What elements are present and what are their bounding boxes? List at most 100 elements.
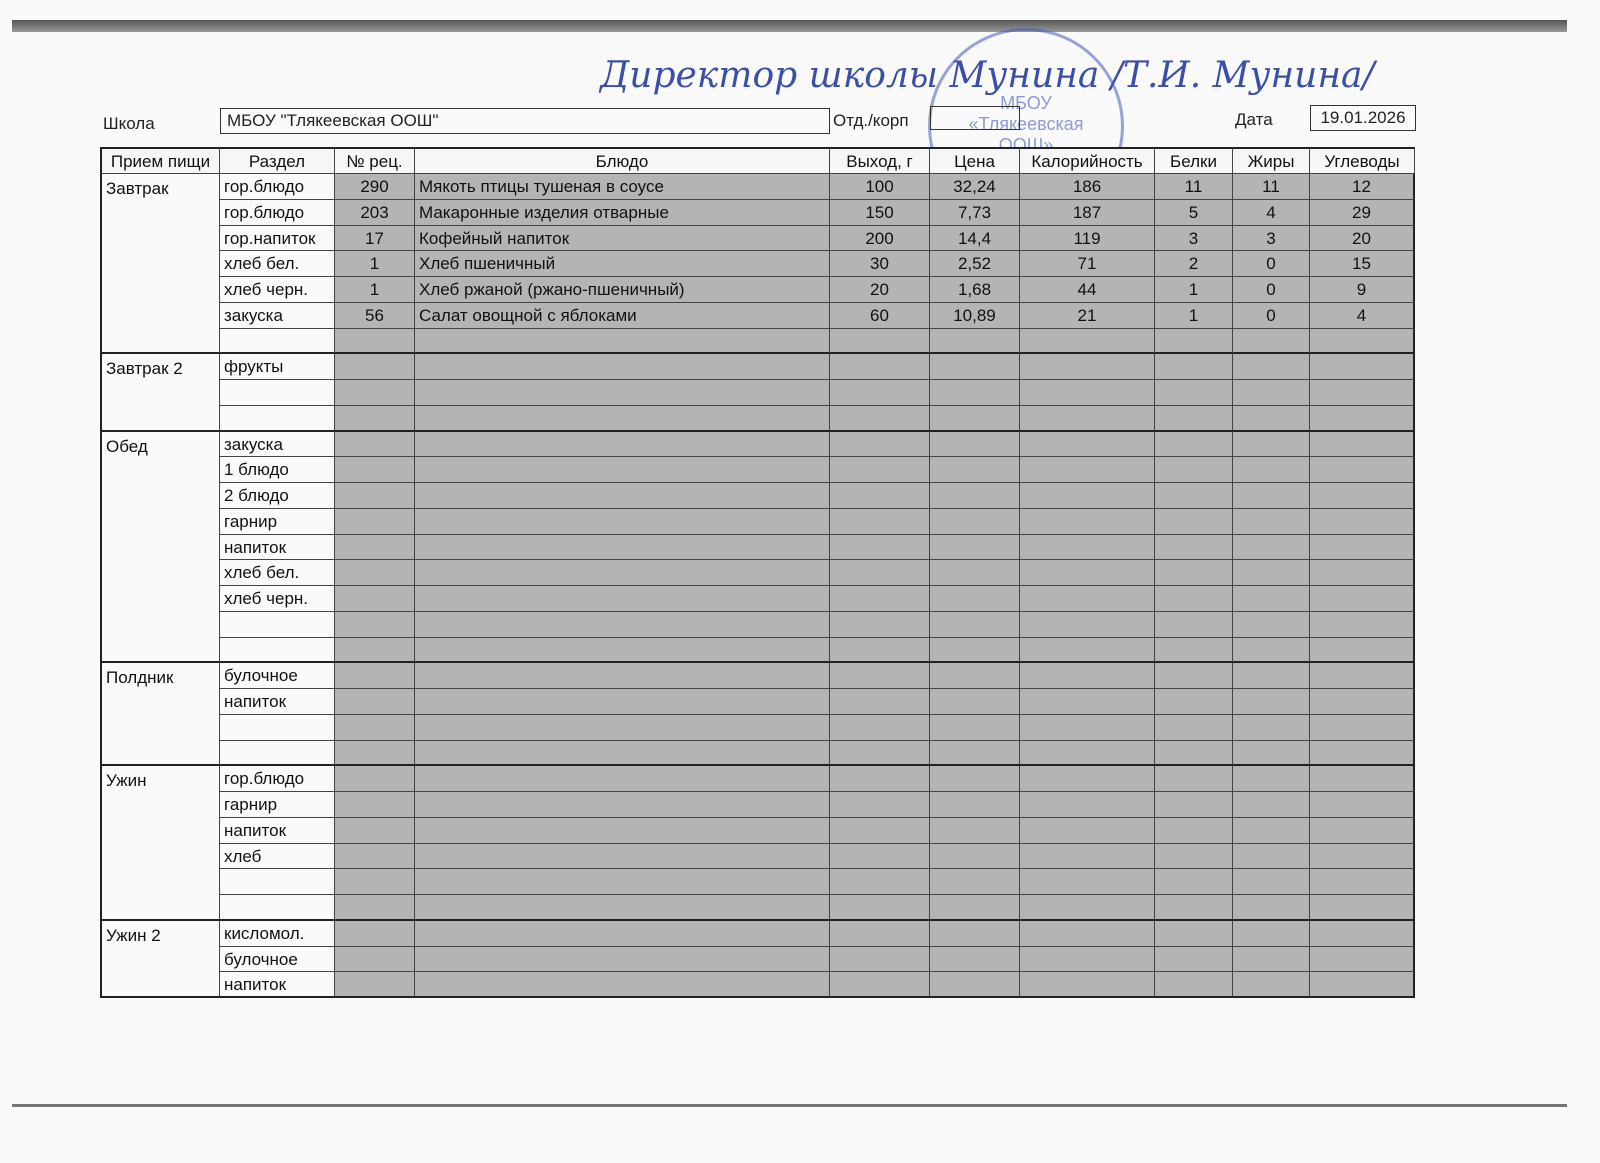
date-label: Дата	[1235, 110, 1273, 129]
table-cell	[1155, 895, 1233, 921]
section-name: 1 блюдо	[220, 457, 335, 483]
meal-name: Завтрак	[100, 174, 220, 355]
section-name	[220, 895, 335, 921]
table-cell	[1310, 869, 1415, 895]
table-cell	[335, 689, 415, 715]
table-cell	[1233, 354, 1310, 380]
table-cell	[415, 766, 830, 792]
section-name: хлеб	[220, 843, 335, 870]
table-cell	[930, 689, 1020, 715]
table-cell	[1310, 483, 1415, 509]
table-cell: 0	[1233, 277, 1310, 303]
table-cell	[1310, 946, 1415, 973]
table-cell	[1233, 792, 1310, 818]
table-cell	[1233, 972, 1310, 998]
table-cell	[1020, 946, 1155, 973]
meal-name: Ужин	[100, 766, 220, 921]
table-cell: 30	[830, 251, 930, 277]
school-label: Школа	[103, 114, 155, 133]
table-cell	[1020, 328, 1155, 355]
table-cell: 1	[335, 251, 415, 277]
table-cell	[1155, 611, 1233, 638]
table-cell	[1310, 740, 1415, 767]
table-cell	[335, 663, 415, 689]
section-name: булочное	[220, 663, 335, 689]
section-name: гарнир	[220, 792, 335, 818]
table-cell	[1155, 354, 1233, 380]
table-cell	[415, 792, 830, 818]
table-cell	[930, 457, 1020, 483]
table-cell	[830, 380, 930, 406]
table-cell: 17	[335, 225, 415, 252]
section-name	[220, 405, 335, 432]
table-cell	[830, 354, 930, 380]
table-cell	[415, 895, 830, 921]
table-cell	[830, 663, 930, 689]
table-cell	[1155, 972, 1233, 998]
table-cell	[830, 895, 930, 921]
table-cell	[930, 508, 1020, 535]
meal-name: Завтрак 2	[100, 354, 220, 432]
table-cell: 14,4	[930, 225, 1020, 252]
table-cell	[1155, 586, 1233, 612]
table-cell	[335, 508, 415, 535]
table-cell	[1233, 714, 1310, 741]
table-cell	[415, 457, 830, 483]
table-cell	[1020, 663, 1155, 689]
section-name	[220, 714, 335, 741]
table-cell	[1233, 740, 1310, 767]
table-cell: 11	[1233, 174, 1310, 200]
table-cell: Кофейный напиток	[415, 225, 830, 252]
table-cell: 290	[335, 174, 415, 200]
table-cell	[335, 328, 415, 355]
school-name: МБОУ "Тлякеевская ООШ"	[220, 108, 830, 134]
table-cell	[1233, 637, 1310, 664]
table-cell	[415, 869, 830, 895]
table-cell	[1020, 817, 1155, 844]
table-cell	[1020, 766, 1155, 792]
table-cell	[930, 766, 1020, 792]
section-name: кисломол.	[220, 920, 335, 947]
section-name: 2 блюдо	[220, 483, 335, 509]
dept-box	[930, 106, 1020, 130]
table-cell	[1155, 457, 1233, 483]
table-cell	[335, 380, 415, 406]
table-cell	[1233, 920, 1310, 947]
table-cell	[335, 637, 415, 664]
table-cell	[415, 637, 830, 664]
column-header: Цена	[930, 147, 1020, 174]
section-name: гарнир	[220, 508, 335, 535]
table-cell	[335, 895, 415, 921]
table-cell	[335, 354, 415, 380]
table-cell	[1155, 431, 1233, 458]
table-cell: 1	[1155, 302, 1233, 329]
table-cell	[415, 843, 830, 870]
table-cell	[335, 457, 415, 483]
table-cell	[415, 689, 830, 715]
table-cell	[930, 534, 1020, 561]
table-cell	[1020, 895, 1155, 921]
table-cell	[1233, 817, 1310, 844]
table-cell	[1020, 405, 1155, 432]
table-cell	[1233, 431, 1310, 458]
stamp-line: МБОУ	[1000, 93, 1052, 113]
table-cell	[335, 714, 415, 741]
table-cell	[1155, 843, 1233, 870]
column-header: Белки	[1155, 147, 1233, 174]
table-cell: 4	[1233, 199, 1310, 226]
table-cell: 1	[1155, 277, 1233, 303]
table-cell	[1155, 792, 1233, 818]
table-cell	[1020, 637, 1155, 664]
table-cell	[335, 972, 415, 998]
table-cell	[1020, 843, 1155, 870]
table-cell	[830, 457, 930, 483]
table-cell	[1310, 817, 1415, 844]
table-cell	[930, 714, 1020, 741]
table-cell	[930, 328, 1020, 355]
table-cell	[1233, 534, 1310, 561]
table-cell	[335, 843, 415, 870]
section-name: закуска	[220, 302, 335, 329]
table-cell	[1155, 534, 1233, 561]
table-cell	[1155, 328, 1233, 355]
table-cell	[1020, 560, 1155, 586]
